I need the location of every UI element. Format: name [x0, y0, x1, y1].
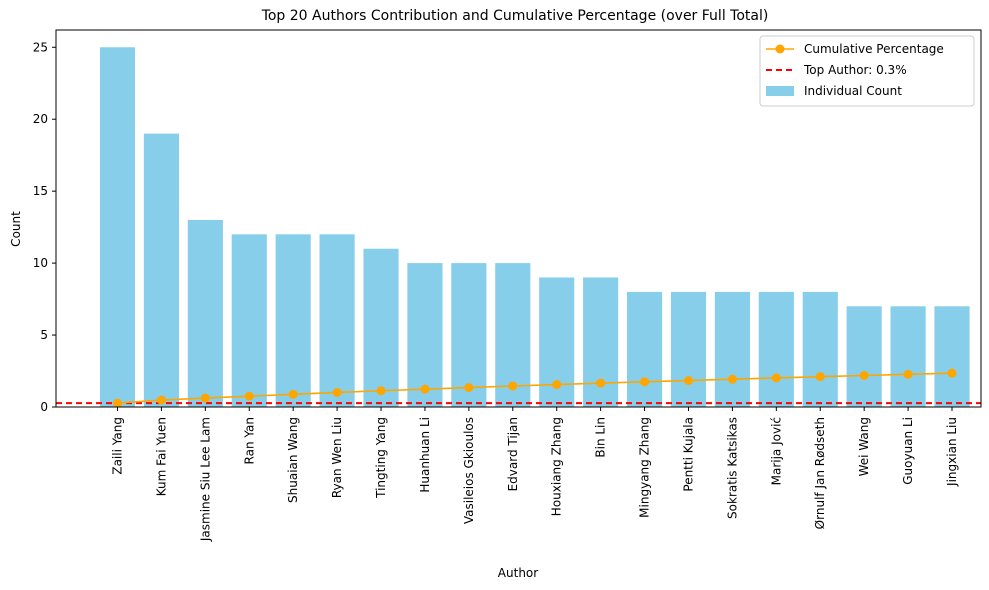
legend-box — [759, 35, 975, 107]
cumulative-point — [947, 368, 957, 378]
x-tick-label: Ryan Wen Liu — [330, 417, 344, 498]
bar — [714, 291, 750, 407]
cumulative-point — [112, 398, 122, 408]
plot-frame — [55, 29, 982, 408]
bar — [99, 47, 136, 407]
cumulative-point — [552, 380, 562, 390]
bar — [890, 306, 926, 407]
bar — [758, 291, 794, 407]
x-tick-label: Ran Yan — [242, 417, 256, 464]
x-tick-label: Kum Fai Yuen — [154, 417, 168, 496]
cumulative-point — [464, 383, 474, 393]
cumulative-line — [117, 372, 953, 404]
x-tick-label: Guoyuan Li — [901, 417, 915, 485]
cumulative-point — [288, 389, 298, 399]
bar — [670, 291, 707, 407]
cumulative-point — [376, 386, 386, 396]
cumulative-point — [640, 377, 650, 387]
cumulative-point — [508, 381, 518, 391]
bar — [451, 263, 487, 407]
cumulative-point — [815, 372, 825, 382]
x-tick-label: Houxiang Zhang — [550, 417, 564, 516]
y-tick-label: 5 — [40, 328, 48, 342]
cumulative-point — [420, 384, 430, 394]
bar — [363, 248, 399, 407]
x-tick-label: Pentti Kujala — [681, 417, 695, 492]
y-tick-label: 20 — [33, 112, 48, 126]
legend-label: Cumulative Percentage — [804, 42, 944, 56]
y-axis-title: Count — [9, 211, 23, 247]
cumulative-point — [200, 393, 210, 403]
x-tick-label: Ørnulf Jan Rødseth — [813, 417, 827, 529]
x-axis-title: Author — [498, 566, 538, 580]
bar — [275, 234, 311, 407]
bar — [802, 291, 838, 407]
cumulative-point — [156, 395, 166, 405]
chart-title: Top 20 Authors Contribution and Cumulati… — [261, 8, 769, 24]
legend: Cumulative Percentage Top Author: 0.3% Ind… — [759, 35, 975, 107]
bar — [846, 306, 882, 407]
x-tick-label: Marija Jović — [769, 417, 783, 485]
bar — [934, 306, 970, 407]
y-tick-label: 25 — [33, 40, 48, 54]
axes-layer — [55, 29, 982, 408]
legend-label: Top Author: 0.3% — [803, 63, 907, 77]
x-ticks-layer: Zaili Yang Kum Fai Yuen Jasmine Siu Lee La… — [110, 407, 959, 542]
cumulative-point — [244, 391, 254, 401]
x-tick-label: Tingting Yang — [374, 417, 388, 499]
bar — [319, 234, 355, 407]
cumulative-line-layer — [112, 368, 957, 408]
cumulative-point — [596, 378, 606, 388]
cumulative-point — [727, 374, 737, 384]
x-tick-label: Bin Lin — [594, 417, 608, 458]
y-tick-label: 0 — [40, 400, 48, 414]
x-tick-label: Jingxian Liu — [945, 417, 959, 487]
x-tick-label: Vasileios Gkioulos — [462, 417, 476, 524]
x-tick-label: Edvard Tijan — [506, 417, 520, 491]
y-tick-label: 15 — [33, 184, 48, 198]
cumulative-point — [683, 376, 693, 386]
legend-label: Individual Count — [804, 84, 902, 98]
bar — [187, 219, 223, 407]
legend-marker-swatch — [775, 44, 785, 54]
bar — [626, 291, 663, 407]
y-ticks-layer: 0 5 10 15 20 25 — [33, 40, 56, 414]
x-tick-label: Wei Wang — [857, 417, 871, 476]
legend-bar-swatch — [766, 86, 794, 96]
x-tick-label: Huanhuan Li — [418, 417, 432, 493]
bar — [231, 234, 267, 407]
y-tick-label: 10 — [33, 256, 48, 270]
x-tick-label: Shuaian Wang — [286, 417, 300, 503]
bar — [407, 263, 443, 407]
x-tick-label: Sokratis Katsikas — [725, 417, 739, 519]
cumulative-point — [859, 370, 869, 380]
x-tick-label: Zaili Yang — [110, 417, 124, 475]
cumulative-point — [771, 373, 781, 383]
x-tick-label: Jasmine Siu Lee Lam — [198, 417, 212, 542]
cumulative-point — [332, 387, 342, 397]
bar — [143, 133, 179, 407]
cumulative-point — [903, 369, 913, 379]
x-tick-label: Mingyang Zhang — [638, 417, 652, 518]
